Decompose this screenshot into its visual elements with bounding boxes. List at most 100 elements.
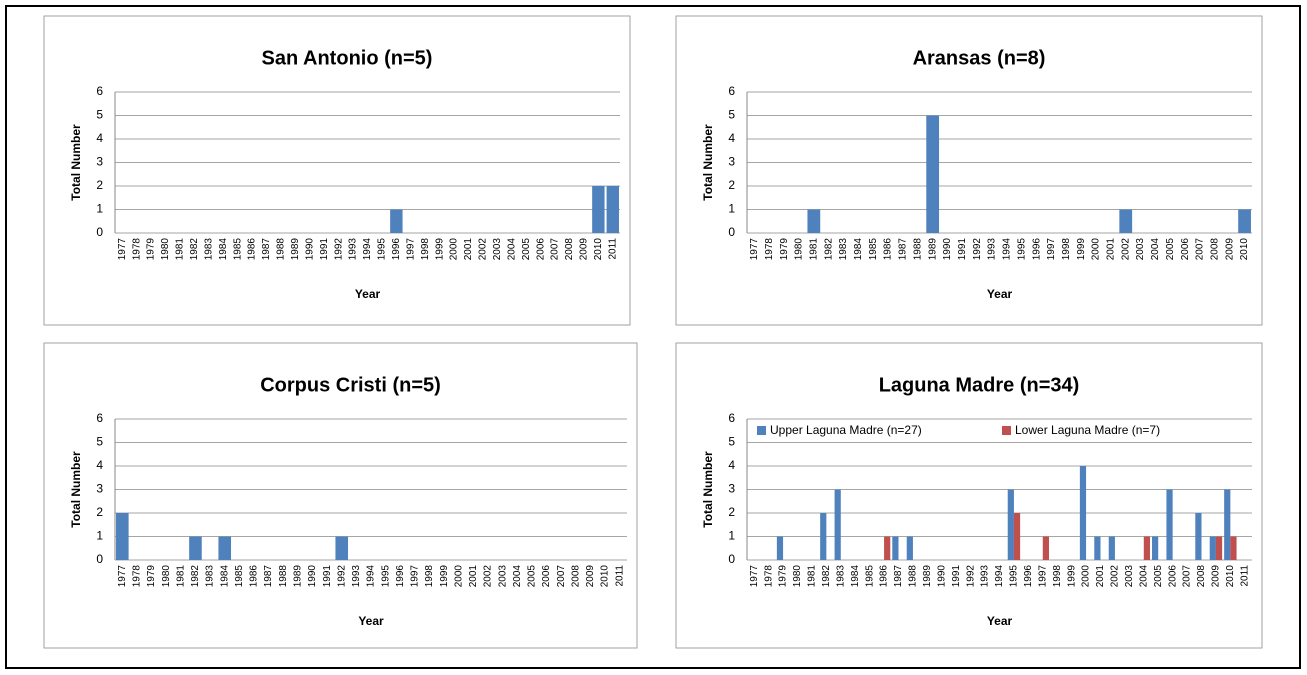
x-tick-label: 1986 bbox=[249, 565, 260, 588]
x-tick-label: 1977 bbox=[117, 238, 128, 261]
x-tick-label: 2010 bbox=[1239, 238, 1250, 261]
x-tick-label: 2000 bbox=[1091, 238, 1102, 261]
y-axis-label: Total Number bbox=[701, 451, 715, 528]
bar bbox=[820, 513, 827, 560]
x-tick-label: 2009 bbox=[1211, 565, 1222, 588]
bar bbox=[776, 536, 784, 560]
x-tick-label: 2002 bbox=[1110, 565, 1121, 588]
x-tick-label: 2009 bbox=[1224, 238, 1235, 261]
x-tick-label: 1988 bbox=[276, 238, 287, 261]
x-tick-label: 1984 bbox=[218, 238, 229, 261]
bar bbox=[892, 536, 899, 560]
bar bbox=[1119, 209, 1133, 233]
x-axis-label: Year bbox=[358, 614, 384, 628]
y-tick-label: 0 bbox=[728, 225, 735, 239]
x-tick-label: 2005 bbox=[527, 565, 538, 588]
x-tick-label: 2005 bbox=[1165, 238, 1176, 261]
y-tick-label: 3 bbox=[728, 482, 735, 496]
bar bbox=[926, 115, 940, 233]
x-tick-label: 1999 bbox=[434, 238, 445, 261]
bar bbox=[1166, 489, 1173, 560]
x-tick-label: 1985 bbox=[864, 565, 875, 588]
y-tick-label: 2 bbox=[96, 505, 103, 519]
x-tick-label: 2004 bbox=[512, 565, 523, 588]
bar bbox=[1209, 536, 1216, 560]
bar bbox=[1195, 513, 1202, 560]
x-tick-label: 1979 bbox=[146, 238, 157, 261]
x-tick-label: 2005 bbox=[1153, 565, 1164, 588]
x-tick-label: 1984 bbox=[853, 238, 864, 261]
x-tick-label: 1986 bbox=[879, 565, 890, 588]
bar bbox=[189, 536, 202, 560]
bar bbox=[1230, 536, 1237, 560]
y-tick-label: 2 bbox=[728, 505, 735, 519]
x-tick-label: 1979 bbox=[778, 565, 789, 588]
x-tick-label: 1982 bbox=[823, 238, 834, 261]
x-tick-label: 1987 bbox=[898, 238, 909, 261]
x-tick-label: 1989 bbox=[290, 238, 301, 261]
y-tick-label: 3 bbox=[728, 155, 735, 169]
x-tick-label: 1978 bbox=[131, 238, 142, 261]
chart-title: San Antonio (n=5) bbox=[262, 47, 433, 69]
x-tick-label: 1981 bbox=[807, 565, 818, 588]
x-tick-label: 1986 bbox=[883, 238, 894, 261]
x-tick-label: 1999 bbox=[439, 565, 450, 588]
x-tick-label: 2001 bbox=[1106, 238, 1117, 261]
x-tick-label: 1994 bbox=[366, 565, 377, 588]
y-tick-label: 0 bbox=[728, 552, 735, 566]
x-tick-label: 2008 bbox=[1196, 565, 1207, 588]
x-tick-label: 2001 bbox=[1095, 565, 1106, 588]
x-tick-label: 1985 bbox=[868, 238, 879, 261]
chart-title: Laguna Madre (n=34) bbox=[879, 374, 1080, 396]
legend-label: Upper Laguna Madre (n=27) bbox=[770, 423, 922, 437]
x-tick-label: 1983 bbox=[205, 565, 216, 588]
x-tick-label: 1993 bbox=[351, 565, 362, 588]
x-tick-label: 1979 bbox=[146, 565, 157, 588]
y-tick-label: 5 bbox=[96, 108, 103, 122]
y-tick-label: 5 bbox=[728, 108, 735, 122]
x-tick-label: 2005 bbox=[521, 238, 532, 261]
y-tick-label: 2 bbox=[96, 178, 103, 192]
x-tick-label: 1977 bbox=[749, 565, 760, 588]
x-tick-label: 2008 bbox=[564, 238, 575, 261]
bar bbox=[116, 513, 129, 560]
x-tick-label: 2004 bbox=[1138, 565, 1149, 588]
x-tick-label: 1995 bbox=[380, 565, 391, 588]
legend-swatch bbox=[1002, 426, 1011, 435]
legend-label: Lower Laguna Madre (n=7) bbox=[1015, 423, 1160, 437]
y-tick-label: 5 bbox=[96, 435, 103, 449]
x-tick-label: 1992 bbox=[972, 238, 983, 261]
x-tick-label: 2008 bbox=[570, 565, 581, 588]
y-tick-label: 5 bbox=[728, 435, 735, 449]
x-tick-label: 2007 bbox=[550, 238, 561, 261]
x-tick-label: 1994 bbox=[362, 238, 373, 261]
x-tick-label: 1981 bbox=[175, 238, 186, 261]
x-tick-label: 1980 bbox=[160, 238, 171, 261]
x-tick-label: 2006 bbox=[535, 238, 546, 261]
y-axis-label: Total Number bbox=[69, 451, 83, 528]
bar bbox=[906, 536, 913, 560]
x-tick-label: 1991 bbox=[322, 565, 333, 588]
x-tick-label: 1992 bbox=[965, 565, 976, 588]
x-tick-label: 2002 bbox=[478, 238, 489, 261]
y-tick-label: 3 bbox=[96, 155, 103, 169]
x-axis-label: Year bbox=[987, 287, 1013, 301]
x-tick-label: 1986 bbox=[247, 238, 258, 261]
x-tick-label: 1977 bbox=[749, 238, 760, 261]
x-tick-label: 2004 bbox=[1150, 238, 1161, 261]
x-tick-label: 1992 bbox=[336, 565, 347, 588]
x-tick-label: 1987 bbox=[893, 565, 904, 588]
outer-frame bbox=[5, 5, 1301, 669]
x-tick-label: 1981 bbox=[175, 565, 186, 588]
y-tick-label: 6 bbox=[96, 411, 103, 425]
x-tick-label: 1994 bbox=[1002, 238, 1013, 261]
bar bbox=[834, 489, 841, 560]
chart-title: Corpus Cristi (n=5) bbox=[260, 374, 441, 396]
x-tick-label: 2007 bbox=[1182, 565, 1193, 588]
x-tick-label: 2009 bbox=[579, 238, 590, 261]
x-tick-label: 2001 bbox=[468, 565, 479, 588]
x-tick-label: 1987 bbox=[261, 238, 272, 261]
x-tick-label: 2011 bbox=[607, 238, 618, 260]
x-tick-label: 1998 bbox=[1061, 238, 1072, 261]
